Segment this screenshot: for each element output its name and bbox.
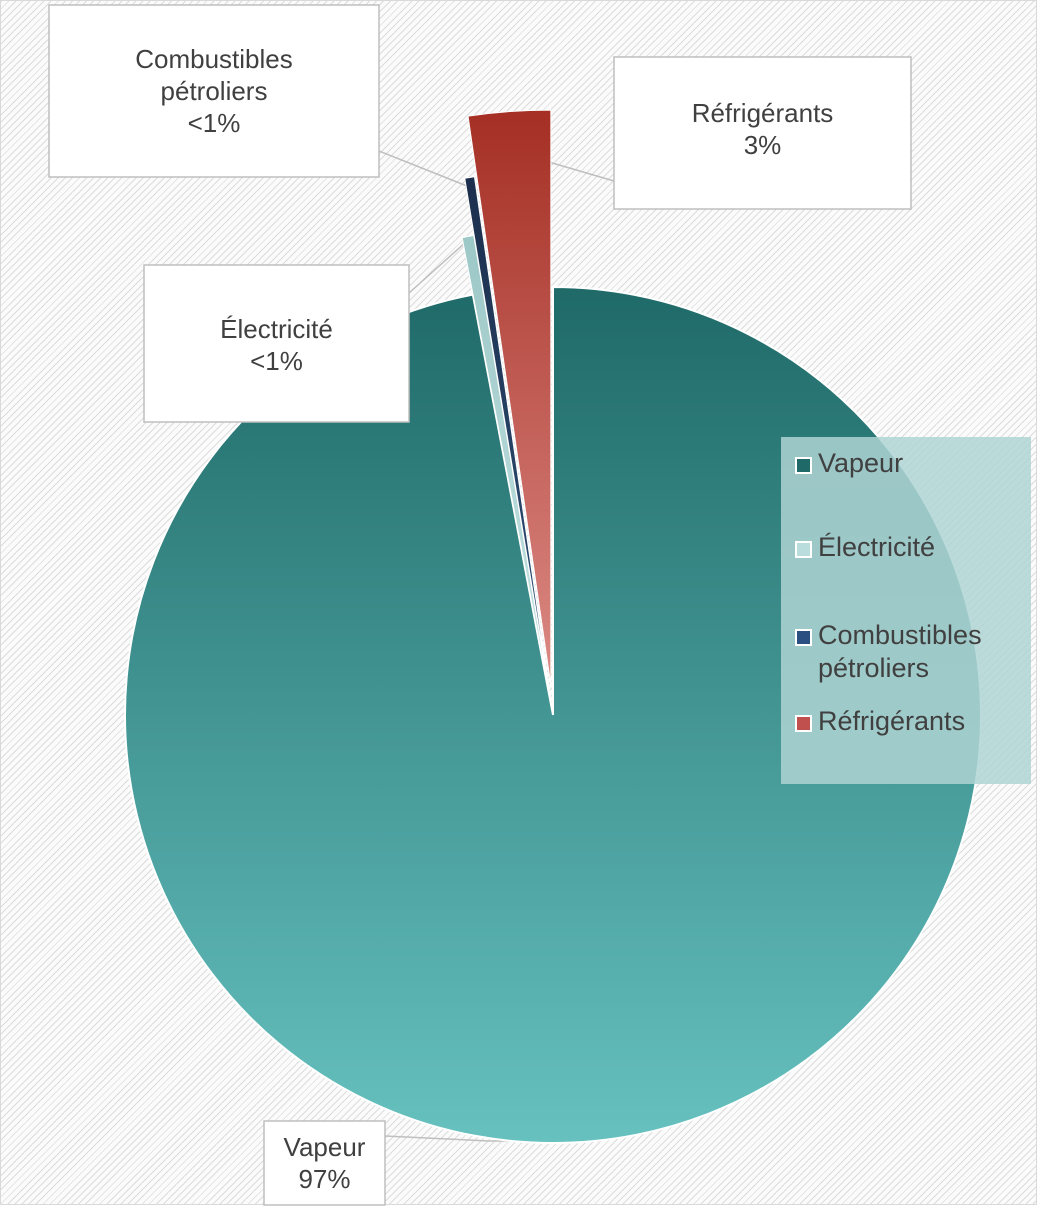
legend-swatch-refrigerants bbox=[795, 715, 812, 732]
data-label-refrigerants-value: 3% bbox=[743, 130, 782, 160]
leader-line-combustibles bbox=[378, 150, 468, 187]
legend-swatch-electricite bbox=[795, 541, 812, 558]
data-label-combustibles: Combustibles pétroliers <1% bbox=[49, 35, 379, 147]
legend-item-electricite: Électricité bbox=[795, 531, 935, 564]
legend-item-combustibles: Combustibles pétroliers bbox=[795, 619, 982, 685]
legend-label-electricite: Électricité bbox=[818, 532, 936, 562]
legend-label-vapeur: Vapeur bbox=[818, 448, 904, 478]
callout-box-refrigerants bbox=[613, 56, 912, 210]
pie-slice-refrigerants bbox=[467, 109, 552, 686]
callout-box-electricite bbox=[143, 264, 410, 423]
legend-swatch-combustibles bbox=[795, 629, 812, 646]
data-label-electricite-value: <1% bbox=[250, 346, 303, 376]
leader-line-electricite bbox=[408, 240, 468, 294]
data-label-combustibles-value: <1% bbox=[187, 108, 241, 138]
legend-label-refrigerants: Réfrigérants bbox=[818, 706, 966, 736]
legend-swatch-vapeur bbox=[795, 457, 812, 474]
pie-slice-combustibles bbox=[464, 176, 550, 692]
legend-item-refrigerants: Réfrigérants bbox=[795, 705, 965, 738]
data-label-vapeur: Vapeur 97% bbox=[264, 1125, 385, 1201]
data-label-vapeur-value: 97% bbox=[298, 1164, 351, 1194]
data-label-combustibles-name-2: pétroliers bbox=[160, 76, 268, 106]
data-label-combustibles-name-1: Combustibles bbox=[135, 44, 293, 74]
data-label-refrigerants: Réfrigérants 3% bbox=[614, 89, 911, 169]
data-label-electricite: Électricité <1% bbox=[144, 307, 409, 383]
chart-legend: Vapeur Électricité Combustibles pétrolie… bbox=[781, 437, 1031, 784]
data-label-refrigerants-name: Réfrigérants bbox=[691, 98, 834, 128]
data-label-vapeur-name: Vapeur bbox=[283, 1132, 366, 1162]
callout-box-combustibles bbox=[48, 4, 380, 178]
legend-label-combustibles: Combustibles pétroliers bbox=[818, 620, 982, 683]
legend-item-vapeur: Vapeur bbox=[795, 447, 903, 480]
data-label-electricite-name: Électricité bbox=[220, 314, 333, 344]
